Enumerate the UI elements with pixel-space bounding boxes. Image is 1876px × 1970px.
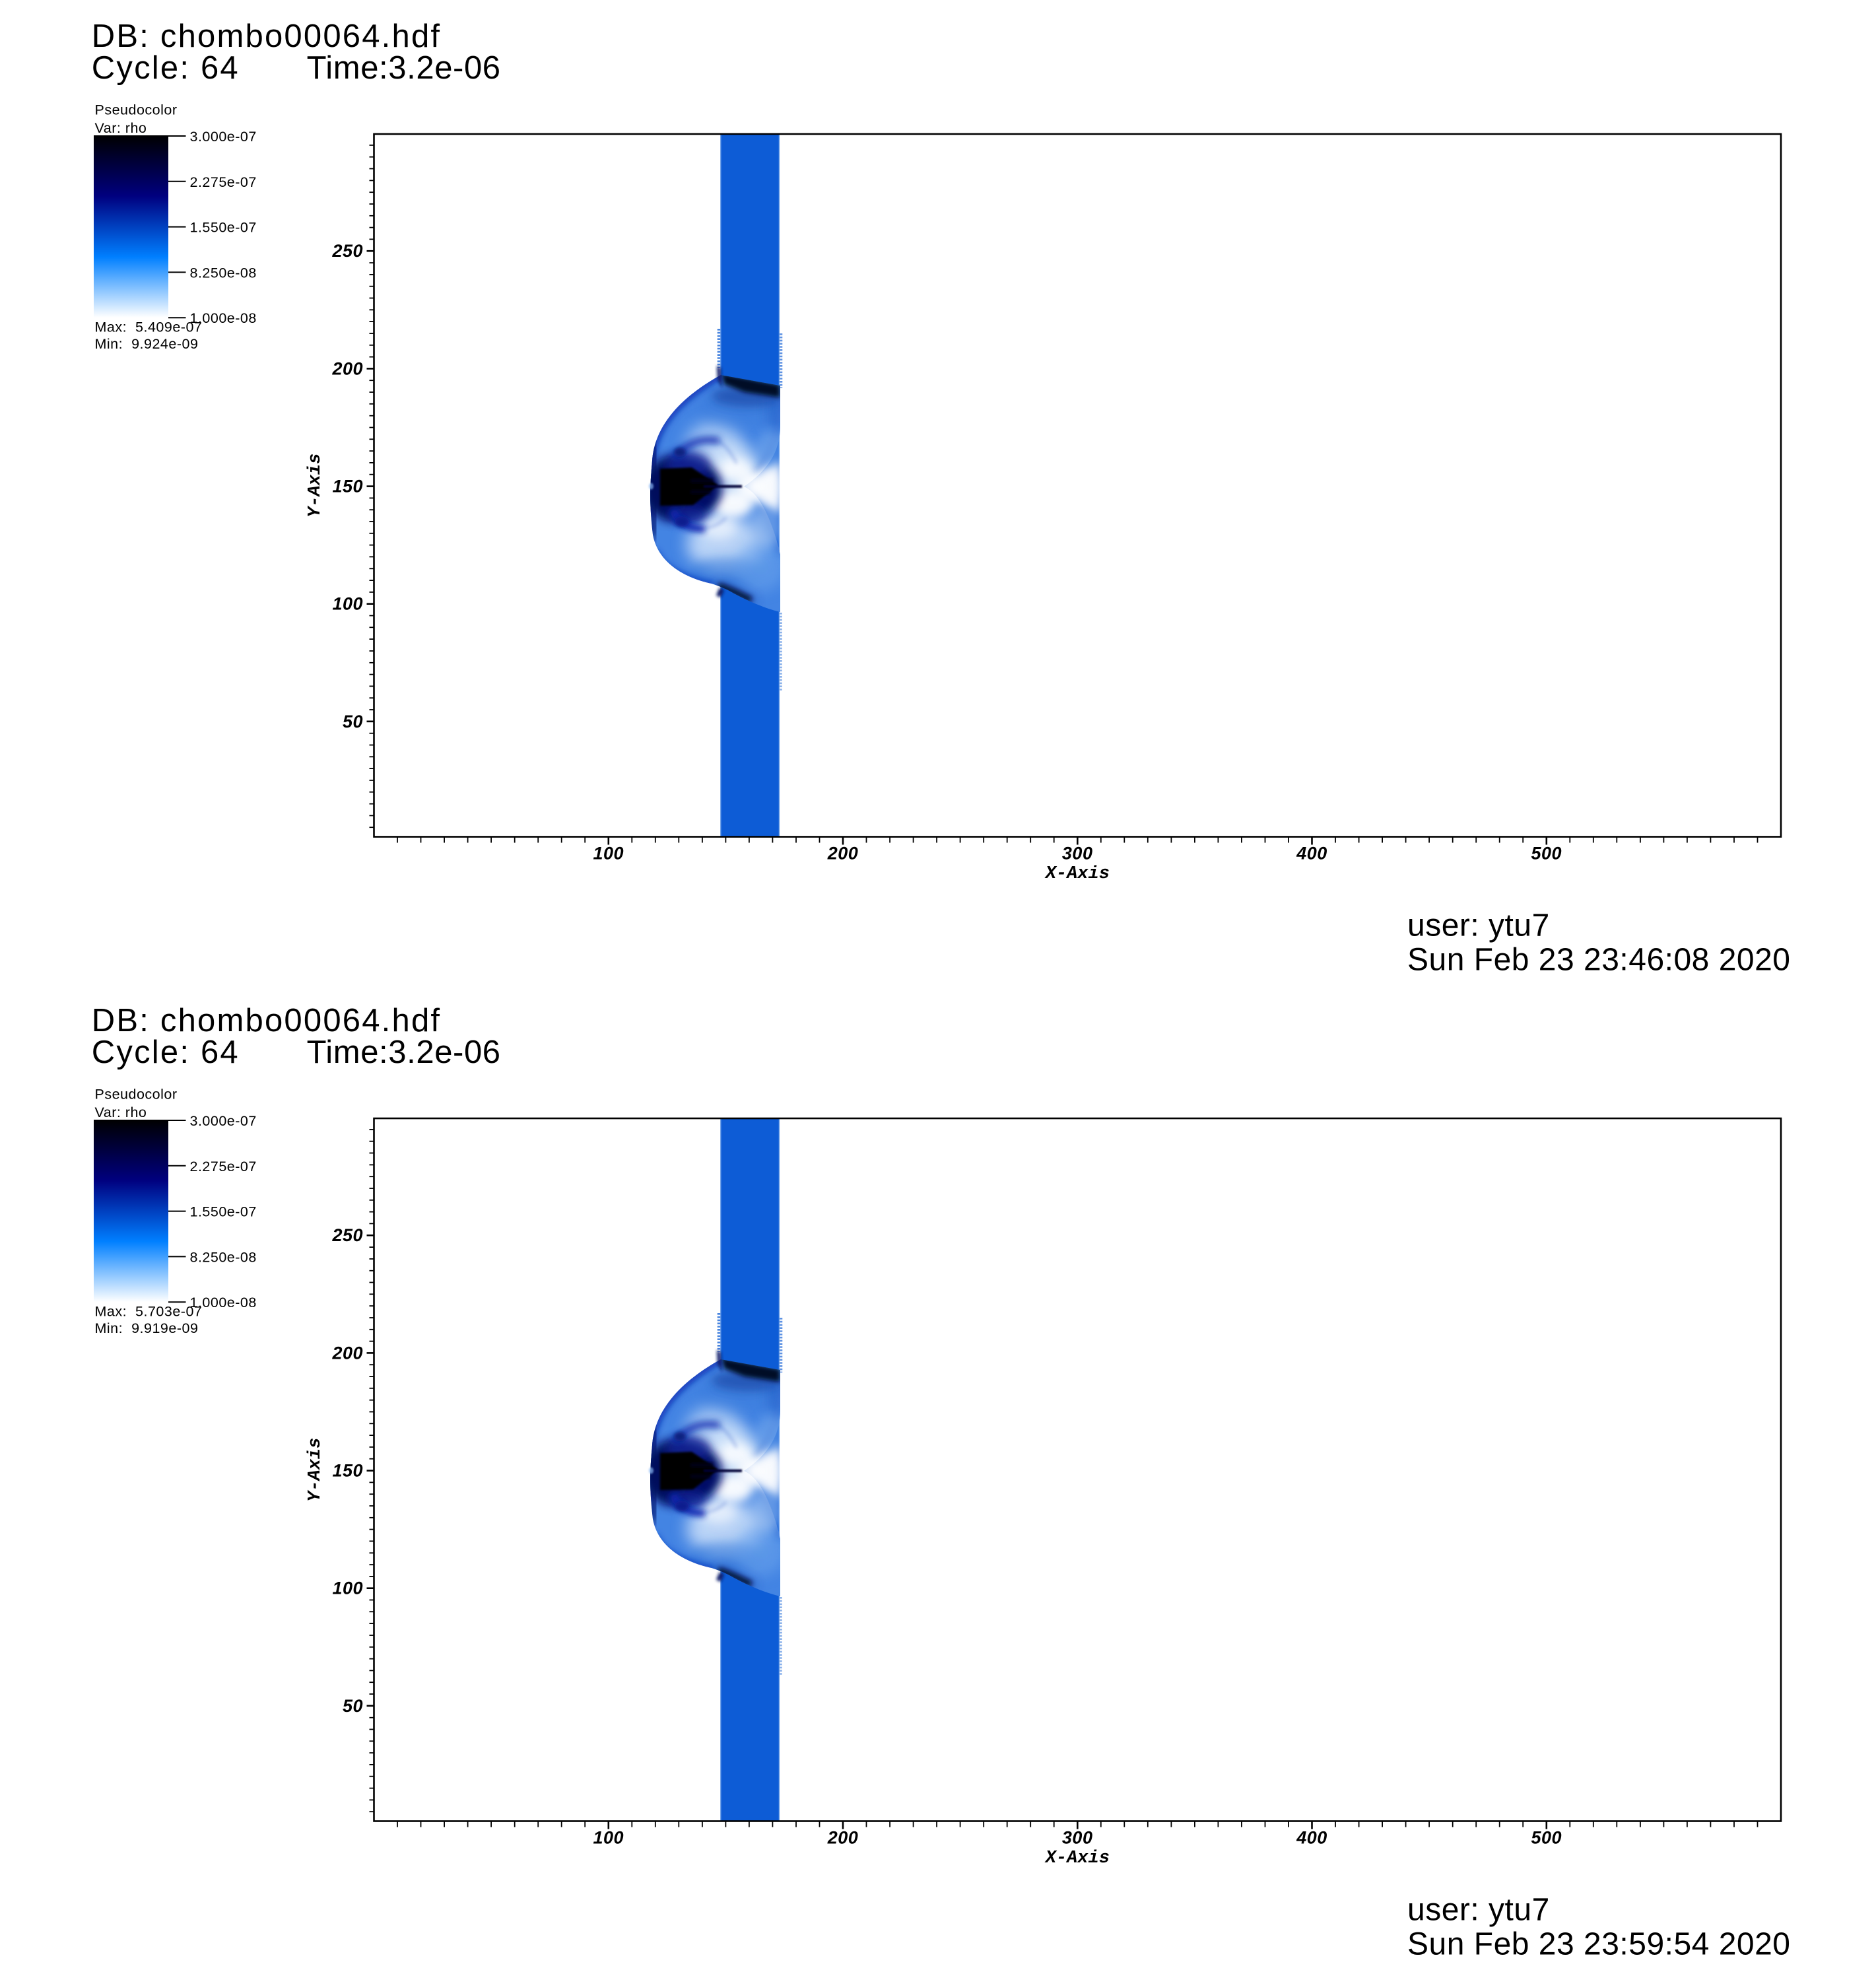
svg-text:user: ytu7: user: ytu7 xyxy=(1407,908,1550,943)
svg-text:user: ytu7: user: ytu7 xyxy=(1407,1893,1550,1928)
svg-text:Sun Feb 23 23:59:54 2020: Sun Feb 23 23:59:54 2020 xyxy=(1407,1926,1790,1961)
svg-text:Max: 5.703e-07: Max: 5.703e-07 xyxy=(95,1304,203,1320)
svg-text:Min: 9.919e-09: Min: 9.919e-09 xyxy=(95,1320,199,1336)
svg-text:Max: 5.409e-07: Max: 5.409e-07 xyxy=(95,320,203,335)
svg-text:Min: 9.924e-09: Min: 9.924e-09 xyxy=(95,336,199,352)
svg-text:Sun Feb 23 23:46:08 2020: Sun Feb 23 23:46:08 2020 xyxy=(1407,942,1790,977)
